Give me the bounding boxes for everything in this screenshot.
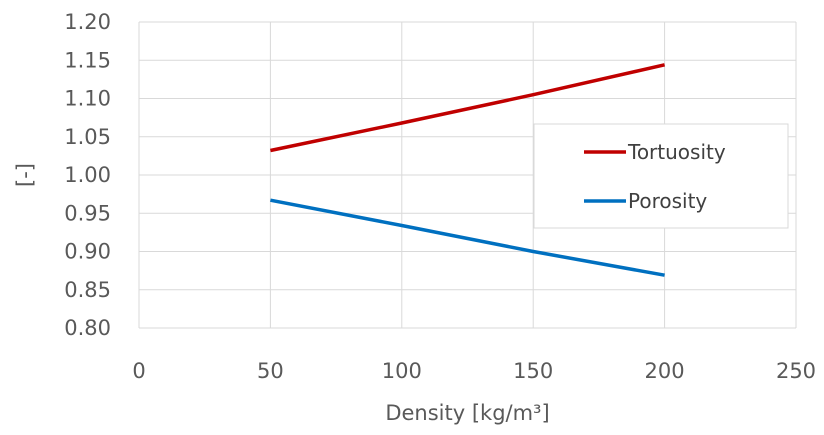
x-tick-label: 100 — [382, 359, 422, 383]
y-tick-label: 1.10 — [64, 87, 111, 111]
x-tick-label: 200 — [645, 359, 685, 383]
series-line-porosity — [270, 198, 665, 277]
y-tick-label: 1.20 — [64, 10, 111, 34]
legend-box — [533, 123, 789, 229]
x-tick-label: 50 — [257, 359, 284, 383]
x-tick-label: 150 — [513, 359, 553, 383]
y-tick-label: 0.80 — [64, 316, 111, 340]
series-line-tortuosity — [270, 63, 665, 153]
y-tick-label: 1.00 — [64, 163, 111, 187]
y-tick-label: 0.90 — [64, 240, 111, 264]
x-tick-label: 0 — [132, 359, 145, 383]
legend-label-porosity: Porosity — [628, 189, 707, 213]
x-axis-title: Density [kg/m³] — [385, 401, 549, 425]
x-tick-label: 250 — [776, 359, 816, 383]
x-axis-ticks: 0 50 100 150 200 250 — [132, 359, 816, 383]
series-lines — [270, 63, 665, 277]
y-tick-label: 1.15 — [64, 48, 111, 72]
y-tick-label: 0.95 — [64, 201, 111, 225]
y-tick-label: 1.05 — [64, 125, 111, 149]
y-tick-label: 0.85 — [64, 278, 111, 302]
y-axis-title: [-] — [13, 163, 37, 187]
y-axis-ticks: 0.80 0.85 0.90 0.95 1.00 1.05 1.10 1.15 1.20 — [64, 10, 111, 340]
legend: Tortuosity Porosity — [533, 123, 789, 229]
legend-label-tortuosity: Tortuosity — [627, 140, 726, 164]
